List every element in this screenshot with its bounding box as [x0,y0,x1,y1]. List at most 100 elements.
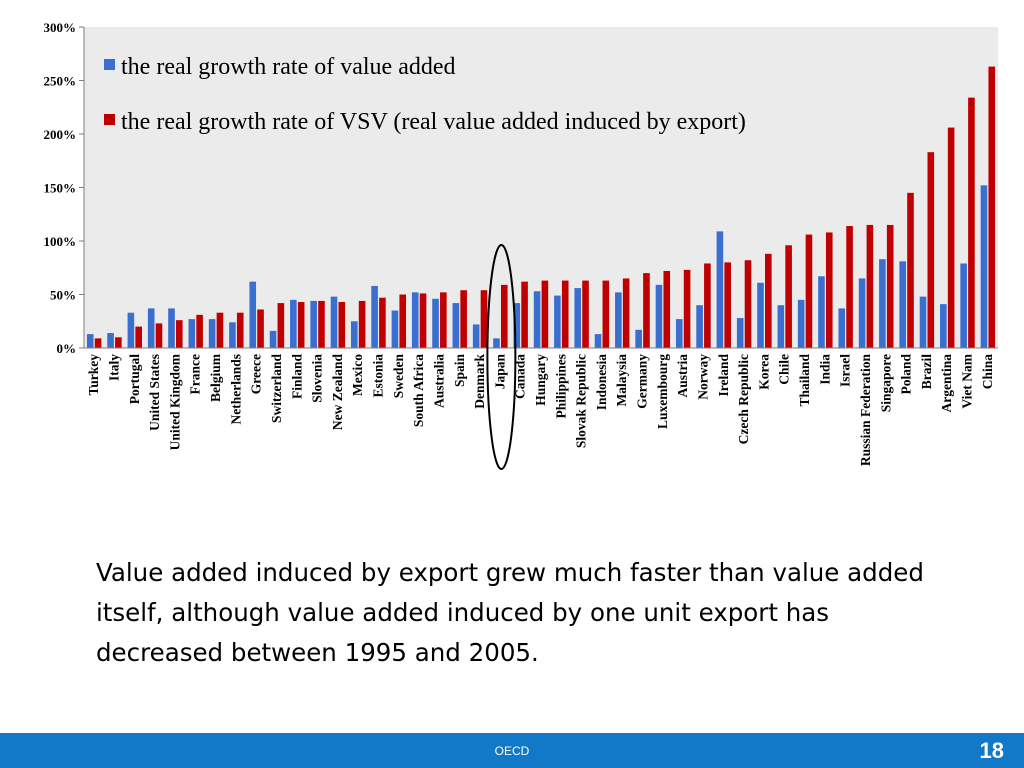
highlight-ellipse [486,244,517,470]
x-tick-label: Norway [695,354,710,400]
x-tick-label: Thailand [797,354,812,407]
x-tick-label: Russian Federation [858,354,873,467]
bar-value-added-chile [777,305,785,348]
legend-label: the real growth rate of VSV (real value … [121,109,746,135]
x-tick-label: Finland [289,354,304,400]
legend-swatch [104,59,115,70]
bar-vsv-japan [500,284,508,348]
chart: 0% 50% 100% 150% 200% 250% 300% Turkey Italy Port… [44,20,998,470]
bar-vsv-switzerland [277,303,285,348]
bar-value-added-poland [899,261,906,348]
legend-swatch [104,114,115,125]
bar-vsv-sweden [399,294,407,348]
bar-vsv-czech-republic [744,260,752,348]
bar-vsv-slovak-republic [582,280,589,348]
x-tick-label: Singapore [878,354,893,412]
bar-value-added-indonesia [594,334,602,348]
x-tick-label: Sweden [391,354,406,399]
bar-value-added-united-states [147,308,155,348]
y-tick-label: 0% [57,341,77,356]
footer-label: OECD [494,744,530,758]
bar-value-added-norway [696,305,703,348]
bar-value-added-south-africa [411,292,419,348]
x-tick-label: Luxembourg [655,354,670,429]
bar-value-added-china [980,185,988,348]
x-tick-label: Mexico [350,354,365,396]
bar-value-added-ireland [716,231,724,348]
y-tick-label: 250% [44,74,77,89]
bar-value-added-new-zealand [330,296,338,348]
slide-caption: Value added induced by export grew much … [96,558,924,667]
bar-value-added-thailand [797,299,805,348]
bar-value-added-switzerland [269,330,277,348]
bar-vsv-india [825,232,833,348]
bar-value-added-luxembourg [655,284,663,348]
x-tick-label: Canada [513,354,528,399]
x-tick-label: Argentina [939,354,954,413]
bar-value-added-czech-republic [736,318,744,348]
bar-vsv-norway [704,263,711,348]
bar-vsv-estonia [379,297,386,348]
bar-value-added-hungary [533,291,541,348]
x-tick-label: Philippines [553,354,568,419]
bar-value-added-estonia [371,285,378,348]
bar-value-added-india [818,276,825,348]
bar-chart-svg: 0% 50% 100% 150% 200% 250% 300% Turkey Italy Port… [44,20,998,470]
x-tick-label: Japan [492,354,507,390]
bar-value-added-italy [107,333,114,348]
bar-value-added-mexico [351,321,358,348]
x-tick-label: New Zealand [330,354,345,431]
bar-vsv-ireland [724,262,731,348]
x-tick-label: Turkey [86,354,101,396]
legend-label: the real growth rate of value added [121,54,456,80]
y-tick-label: 200% [44,127,77,142]
bar-value-added-belgium [208,319,216,348]
bar-value-added-denmark [472,324,480,348]
bar-vsv-malaysia [622,278,630,348]
x-tick-label: Portugal [127,354,142,404]
bar-vsv-luxembourg [663,270,671,348]
x-tick-label: Australia [431,354,446,408]
x-tick-label: Slovenia [310,354,325,403]
x-tick-label: Hungary [533,354,548,406]
bar-vsv-netherlands [236,312,244,348]
x-tick-label: Ireland [716,354,731,397]
bar-vsv-australia [440,292,447,348]
x-tick-label: India [817,354,832,385]
bar-vsv-chile [785,245,792,348]
x-tick-label: South Africa [411,354,426,427]
bar-vsv-greece [257,309,264,348]
x-tick-label: Chile [777,354,792,385]
y-tick-label: 150% [44,181,77,196]
x-tick-label: Italy [106,354,121,381]
bar-value-added-portugal [127,312,135,348]
x-tick-label: Estonia [371,354,386,398]
x-tick-label: Korea [756,354,771,390]
x-tick-label: United States [147,354,162,431]
x-tick-label: Germany [635,354,650,409]
bar-vsv-brazil [927,152,935,348]
x-tick-label: Malaysia [614,354,629,407]
bar-value-added-slovenia [310,300,317,348]
bar-vsv-turkey [94,338,102,348]
bar-value-added-japan [493,338,500,348]
bar-vsv-belgium [216,312,224,348]
bar-vsv-united-kingdom [176,320,183,348]
x-tick-label: Poland [899,354,914,395]
bar-value-added-korea [757,282,764,348]
bar-value-added-malaysia [615,292,622,348]
x-tick-label: Brazil [919,354,934,389]
bar-value-added-germany [635,329,642,348]
bar-value-added-turkey [86,334,94,348]
bar-vsv-indonesia [602,280,610,348]
bar-vsv-korea [765,253,772,348]
y-tick-label: 300% [44,20,77,35]
bar-vsv-united-states [155,323,163,348]
y-tick-label: 100% [44,234,77,249]
bar-vsv-slovenia [318,300,325,348]
footer-bar [0,733,1024,768]
bar-value-added-sweden [391,310,399,348]
x-tick-label: Switzerland [269,354,284,423]
x-tick-label: Viet Nam [960,353,975,408]
bar-vsv-singapore [886,224,894,348]
